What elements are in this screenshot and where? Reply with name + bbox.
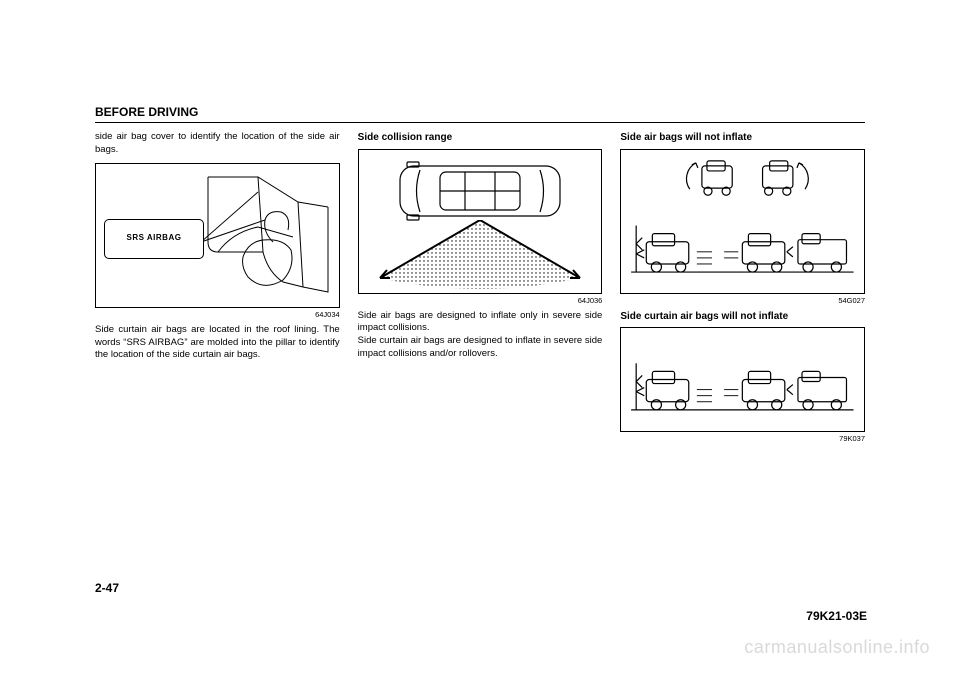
intro-paragraph: side air bag cover to identify the locat…	[95, 131, 340, 157]
figure-srs-airbag-label: SRS AIRBAG	[95, 163, 340, 308]
subheading: Side curtain air bags will not inflate	[620, 310, 865, 324]
body-paragraph: Side curtain air bags are located in the…	[95, 324, 340, 362]
column-2: Side collision range	[358, 131, 603, 448]
watermark: carmanualsonline.info	[744, 637, 930, 658]
body-paragraph: Side air bags are designed to inflate on…	[358, 310, 603, 361]
figure-caption: 64J034	[95, 310, 340, 320]
figure-caption: 79K037	[620, 434, 865, 444]
document-code: 79K21-03E	[806, 609, 867, 623]
figure-side-curtain-no-inflate	[620, 327, 865, 432]
subheading: Side collision range	[358, 131, 603, 145]
manual-page: BEFORE DRIVING side air bag cover to ide…	[95, 105, 865, 595]
section-header: BEFORE DRIVING	[95, 105, 865, 123]
vehicle-topview-icon	[395, 160, 565, 222]
subheading: Side air bags will not inflate	[620, 131, 865, 145]
figure-side-collision-range	[358, 149, 603, 294]
figure-caption: 54G027	[620, 296, 865, 306]
column-1: side air bag cover to identify the locat…	[95, 131, 340, 448]
srs-airbag-badge: SRS AIRBAG	[104, 219, 204, 259]
three-column-layout: side air bag cover to identify the locat…	[95, 131, 865, 448]
no-inflate-curtain-icon	[621, 328, 864, 431]
figure-side-airbags-no-inflate	[620, 149, 865, 294]
column-3: Side air bags will not inflate	[620, 131, 865, 448]
page-number: 2-47	[95, 581, 119, 595]
figure-caption: 64J036	[358, 296, 603, 306]
impact-range-dotfield-icon	[375, 220, 585, 290]
seat-interior-illustration-icon	[203, 172, 333, 300]
no-inflate-scenarios-icon	[621, 150, 864, 293]
